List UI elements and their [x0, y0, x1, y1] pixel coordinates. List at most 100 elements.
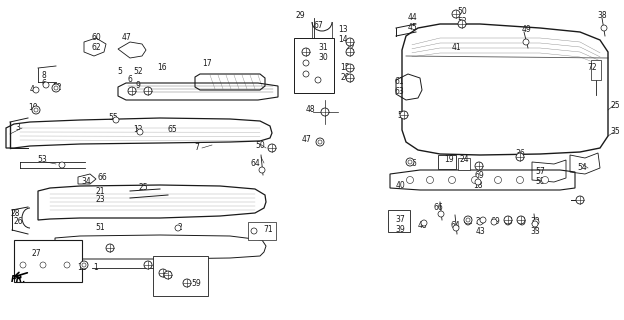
- Text: 71: 71: [263, 226, 273, 235]
- Text: 47: 47: [122, 33, 132, 42]
- Circle shape: [472, 177, 479, 183]
- Circle shape: [303, 71, 309, 77]
- Text: 50: 50: [255, 140, 265, 149]
- Circle shape: [475, 179, 481, 185]
- Text: 16: 16: [157, 62, 167, 71]
- Circle shape: [315, 77, 321, 83]
- Text: 15: 15: [340, 63, 350, 73]
- Circle shape: [480, 217, 486, 223]
- Text: 61: 61: [394, 77, 404, 86]
- Text: 20: 20: [340, 74, 350, 83]
- Text: 55: 55: [108, 114, 118, 123]
- Text: 25: 25: [610, 100, 620, 109]
- Circle shape: [113, 117, 119, 123]
- FancyBboxPatch shape: [248, 222, 276, 240]
- Text: 2: 2: [178, 223, 182, 233]
- Text: 46: 46: [407, 158, 417, 167]
- Circle shape: [458, 20, 466, 28]
- Circle shape: [268, 144, 276, 152]
- Circle shape: [465, 219, 471, 225]
- Text: 45: 45: [408, 23, 418, 33]
- Circle shape: [346, 74, 354, 82]
- Text: 35: 35: [610, 127, 620, 137]
- Text: 66: 66: [97, 173, 107, 182]
- FancyBboxPatch shape: [591, 60, 601, 80]
- Text: 37: 37: [395, 215, 405, 225]
- Text: 31: 31: [318, 43, 328, 52]
- Circle shape: [82, 263, 86, 267]
- Text: 72: 72: [587, 63, 597, 73]
- Circle shape: [346, 38, 354, 46]
- Circle shape: [400, 111, 408, 119]
- Text: 49: 49: [522, 26, 532, 35]
- Text: 25: 25: [138, 182, 148, 191]
- Text: 12: 12: [134, 125, 143, 134]
- Circle shape: [183, 279, 191, 287]
- Circle shape: [475, 162, 483, 170]
- Circle shape: [346, 48, 354, 56]
- Circle shape: [346, 64, 354, 72]
- Text: 32: 32: [530, 218, 540, 227]
- Text: 4: 4: [29, 85, 34, 94]
- Text: 7: 7: [195, 143, 200, 153]
- Circle shape: [144, 261, 152, 269]
- Text: 14: 14: [338, 36, 348, 44]
- Circle shape: [532, 221, 538, 227]
- Text: 30: 30: [318, 52, 328, 61]
- Text: 24: 24: [475, 218, 485, 227]
- Text: 27: 27: [31, 249, 41, 258]
- Circle shape: [128, 87, 136, 95]
- Text: 53: 53: [37, 156, 47, 164]
- Circle shape: [40, 262, 46, 268]
- Text: 51: 51: [163, 271, 173, 281]
- Text: 5: 5: [117, 68, 122, 76]
- Circle shape: [466, 218, 470, 222]
- Circle shape: [251, 228, 257, 234]
- Text: 66: 66: [433, 203, 443, 212]
- Text: 58: 58: [535, 178, 545, 187]
- Text: 48: 48: [305, 106, 315, 115]
- Circle shape: [144, 87, 152, 95]
- Text: 52: 52: [457, 18, 467, 27]
- Text: 52: 52: [52, 84, 62, 92]
- FancyBboxPatch shape: [388, 210, 410, 232]
- Circle shape: [302, 48, 310, 56]
- Text: 65: 65: [167, 125, 177, 134]
- Circle shape: [408, 160, 412, 164]
- Text: FR.: FR.: [11, 275, 26, 284]
- Text: 41: 41: [451, 44, 461, 52]
- Text: 36: 36: [515, 148, 525, 157]
- Circle shape: [477, 219, 483, 225]
- Text: 22: 22: [345, 43, 355, 52]
- Text: 67: 67: [313, 20, 323, 29]
- Circle shape: [80, 261, 88, 269]
- Circle shape: [453, 225, 459, 231]
- Circle shape: [504, 216, 512, 224]
- Circle shape: [464, 216, 472, 224]
- Text: 10: 10: [28, 103, 38, 113]
- Text: 26: 26: [13, 218, 23, 227]
- Circle shape: [519, 219, 525, 225]
- FancyBboxPatch shape: [438, 155, 456, 169]
- Text: 6: 6: [127, 75, 132, 84]
- Text: 1: 1: [94, 263, 99, 273]
- Circle shape: [601, 25, 607, 31]
- Circle shape: [505, 219, 511, 225]
- Text: 28: 28: [10, 209, 20, 218]
- Circle shape: [52, 84, 60, 92]
- Text: 24: 24: [459, 156, 469, 164]
- Text: 39: 39: [395, 226, 405, 235]
- Text: 59: 59: [191, 279, 201, 289]
- Circle shape: [32, 106, 40, 114]
- Circle shape: [516, 153, 524, 161]
- Circle shape: [542, 177, 548, 183]
- Circle shape: [303, 60, 309, 66]
- Circle shape: [576, 196, 584, 204]
- Circle shape: [421, 220, 427, 226]
- Circle shape: [523, 39, 529, 45]
- Text: 6: 6: [42, 79, 46, 89]
- Text: 69: 69: [474, 171, 484, 180]
- Text: 34: 34: [81, 178, 91, 187]
- Text: 48: 48: [417, 220, 427, 229]
- Text: 19: 19: [444, 156, 454, 164]
